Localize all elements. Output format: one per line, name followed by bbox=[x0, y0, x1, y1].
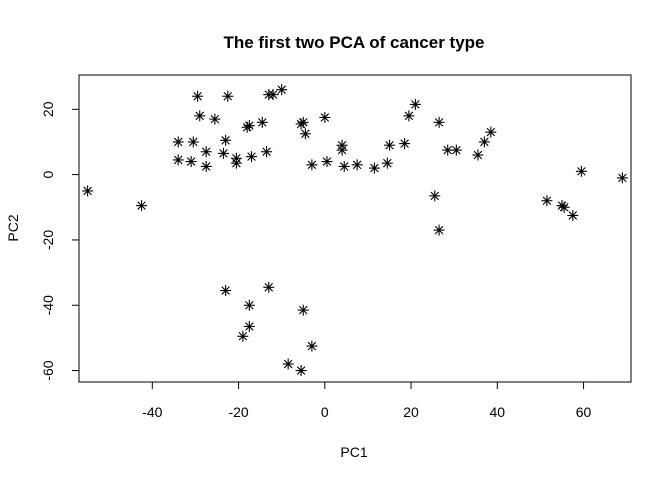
x-tick-label: -40 bbox=[142, 404, 162, 420]
y-tick-label: 20 bbox=[40, 101, 56, 117]
chart-title: The first two PCA of cancer type bbox=[223, 33, 484, 52]
y-tick-label: -60 bbox=[40, 360, 56, 380]
data-point bbox=[321, 156, 333, 168]
data-point bbox=[575, 165, 587, 177]
data-point bbox=[399, 138, 411, 150]
data-point bbox=[541, 195, 553, 207]
data-point bbox=[306, 159, 318, 171]
data-point bbox=[558, 201, 570, 213]
y-tick-label: 0 bbox=[40, 171, 56, 179]
x-axis: -40 -20 0 20 40 60 bbox=[142, 382, 592, 420]
data-point bbox=[306, 340, 318, 352]
data-point bbox=[485, 126, 497, 138]
data-point bbox=[243, 120, 255, 132]
data-point bbox=[351, 159, 363, 171]
data-point bbox=[478, 136, 490, 148]
y-tick-label: -40 bbox=[40, 295, 56, 315]
data-point bbox=[209, 113, 221, 125]
data-point bbox=[442, 144, 454, 156]
data-point bbox=[243, 299, 255, 311]
data-point bbox=[185, 156, 197, 168]
x-tick-label: 20 bbox=[403, 404, 419, 420]
data-point bbox=[194, 110, 206, 122]
data-point bbox=[237, 330, 249, 342]
data-point bbox=[299, 128, 311, 140]
y-tick-label: -20 bbox=[40, 230, 56, 250]
data-point bbox=[222, 90, 234, 102]
x-tick-label: 0 bbox=[321, 404, 329, 420]
data-point bbox=[368, 162, 380, 174]
data-point bbox=[187, 136, 199, 148]
data-point bbox=[217, 147, 229, 159]
data-point bbox=[267, 89, 279, 101]
data-point bbox=[450, 144, 462, 156]
data-point bbox=[567, 209, 579, 221]
x-tick-label: 40 bbox=[490, 404, 506, 420]
data-point bbox=[261, 146, 273, 158]
data-point bbox=[409, 98, 421, 110]
data-point bbox=[384, 139, 395, 151]
data-point bbox=[297, 304, 309, 316]
data-point bbox=[295, 365, 307, 377]
data-point bbox=[243, 320, 255, 332]
data-point bbox=[297, 116, 309, 128]
data-point bbox=[433, 116, 445, 128]
data-point bbox=[433, 224, 445, 236]
data-point bbox=[263, 281, 275, 293]
data-point bbox=[172, 154, 184, 166]
plot-frame bbox=[78, 74, 632, 383]
data-point bbox=[472, 149, 484, 161]
data-point bbox=[220, 285, 232, 297]
data-point bbox=[82, 185, 94, 197]
data-point bbox=[230, 157, 242, 169]
data-point bbox=[282, 358, 294, 370]
data-point bbox=[403, 110, 415, 122]
x-tick-label: 60 bbox=[576, 404, 592, 420]
data-points bbox=[82, 84, 628, 377]
data-point bbox=[220, 134, 232, 146]
data-point bbox=[172, 136, 184, 148]
data-point bbox=[256, 116, 268, 128]
y-axis: -60 -40 -20 0 20 bbox=[40, 101, 79, 381]
x-axis-label: PC1 bbox=[340, 444, 367, 460]
data-point bbox=[429, 190, 441, 202]
x-tick-label: -20 bbox=[228, 404, 248, 420]
data-point bbox=[381, 157, 393, 169]
data-point bbox=[192, 90, 204, 102]
data-point bbox=[338, 160, 350, 172]
data-point bbox=[246, 151, 257, 163]
data-point bbox=[200, 160, 212, 172]
y-axis-label: PC2 bbox=[5, 214, 21, 241]
data-point bbox=[136, 200, 148, 212]
data-point bbox=[336, 144, 348, 156]
data-point bbox=[200, 146, 212, 158]
data-point bbox=[616, 172, 628, 184]
data-point bbox=[276, 84, 288, 96]
data-point bbox=[319, 111, 331, 123]
